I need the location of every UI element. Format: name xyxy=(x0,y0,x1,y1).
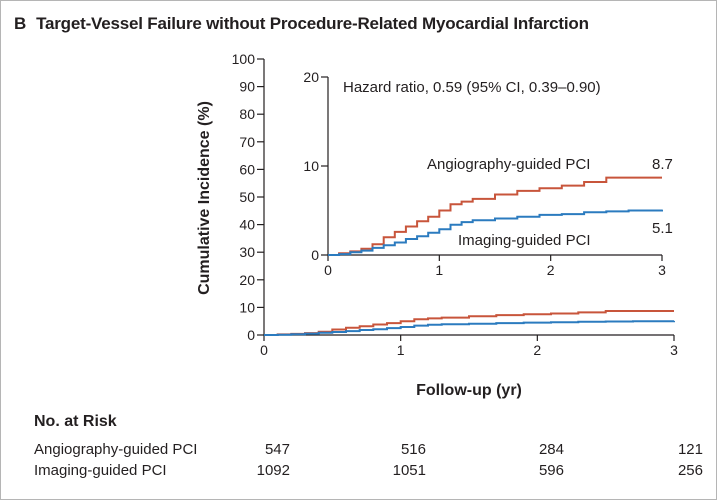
main-y-tick-label: 80 xyxy=(239,106,255,122)
inset-label-imaging: Imaging-guided PCI xyxy=(458,232,591,249)
inset-end-value-angiography: 8.7 xyxy=(652,156,673,173)
main-y-tick-label: 50 xyxy=(239,189,255,205)
inset-x-tick-label: 1 xyxy=(435,262,443,278)
inset-curves xyxy=(328,176,663,256)
risk-value: 1092 xyxy=(256,462,290,479)
inset-label-angiography: Angiography-guided PCI xyxy=(427,156,590,173)
inset-y-tick-label: 0 xyxy=(311,247,319,263)
main-x-tick-label: 1 xyxy=(397,342,405,358)
inset-end-value-imaging: 5.1 xyxy=(652,220,673,237)
y-axis-label: Cumulative Incidence (%) xyxy=(196,101,213,295)
inset-x-tick-label: 3 xyxy=(658,262,666,278)
risk-row-angiography: Angiography-guided PCI 547 516 284 121 xyxy=(34,441,704,461)
main-y-tick-label: 60 xyxy=(239,161,255,177)
risk-row-label: Angiography-guided PCI xyxy=(34,441,198,458)
main-curves xyxy=(264,310,675,336)
risk-row-label: Imaging-guided PCI xyxy=(34,462,167,479)
risk-value: 596 xyxy=(538,462,564,479)
panel-letter: B xyxy=(14,14,27,33)
risk-value: 284 xyxy=(538,441,564,458)
risk-table-title: No. at Risk xyxy=(34,413,117,430)
risk-value: 256 xyxy=(677,462,703,479)
main-x-tick-label: 0 xyxy=(260,342,268,358)
main-y-tick-label: 20 xyxy=(239,272,255,288)
inset-y-tick-label: 20 xyxy=(303,69,319,85)
inset-y-tick-label: 10 xyxy=(303,158,319,174)
main-x-tick-label: 3 xyxy=(670,342,678,358)
main-y-tick-label: 0 xyxy=(247,327,255,343)
main-y-tick-label: 10 xyxy=(239,299,255,315)
inset-curve-imaging xyxy=(328,209,663,256)
inset-x-tick-label: 0 xyxy=(324,262,332,278)
main-y-tick-label: 90 xyxy=(239,79,255,95)
risk-value: 516 xyxy=(400,441,426,458)
risk-value: 121 xyxy=(677,441,703,458)
panel-title: B Target-Vessel Failure without Procedure… xyxy=(14,14,589,34)
inset-x-tick-label: 2 xyxy=(547,262,555,278)
main-y-tick-label: 100 xyxy=(232,51,256,67)
risk-value: 547 xyxy=(264,441,290,458)
hazard-ratio-annotation: Hazard ratio, 0.59 (95% CI, 0.39–0.90) xyxy=(343,79,601,96)
main-curve-imaging xyxy=(264,320,675,336)
inset-axes: 0 1 2 3 0 10 20 xyxy=(303,69,666,278)
panel-title-text: Target-Vessel Failure without Procedure-… xyxy=(36,14,589,33)
inset-curve-angiography xyxy=(328,176,662,256)
main-y-tick-label: 30 xyxy=(239,244,255,260)
risk-row-imaging: Imaging-guided PCI 1092 1051 596 256 xyxy=(34,462,704,482)
x-axis-label: Follow-up (yr) xyxy=(416,382,522,399)
main-y-tick-label: 70 xyxy=(239,134,255,150)
main-y-tick-label: 40 xyxy=(239,217,255,233)
main-x-tick-label: 2 xyxy=(533,342,541,358)
risk-value: 1051 xyxy=(392,462,426,479)
